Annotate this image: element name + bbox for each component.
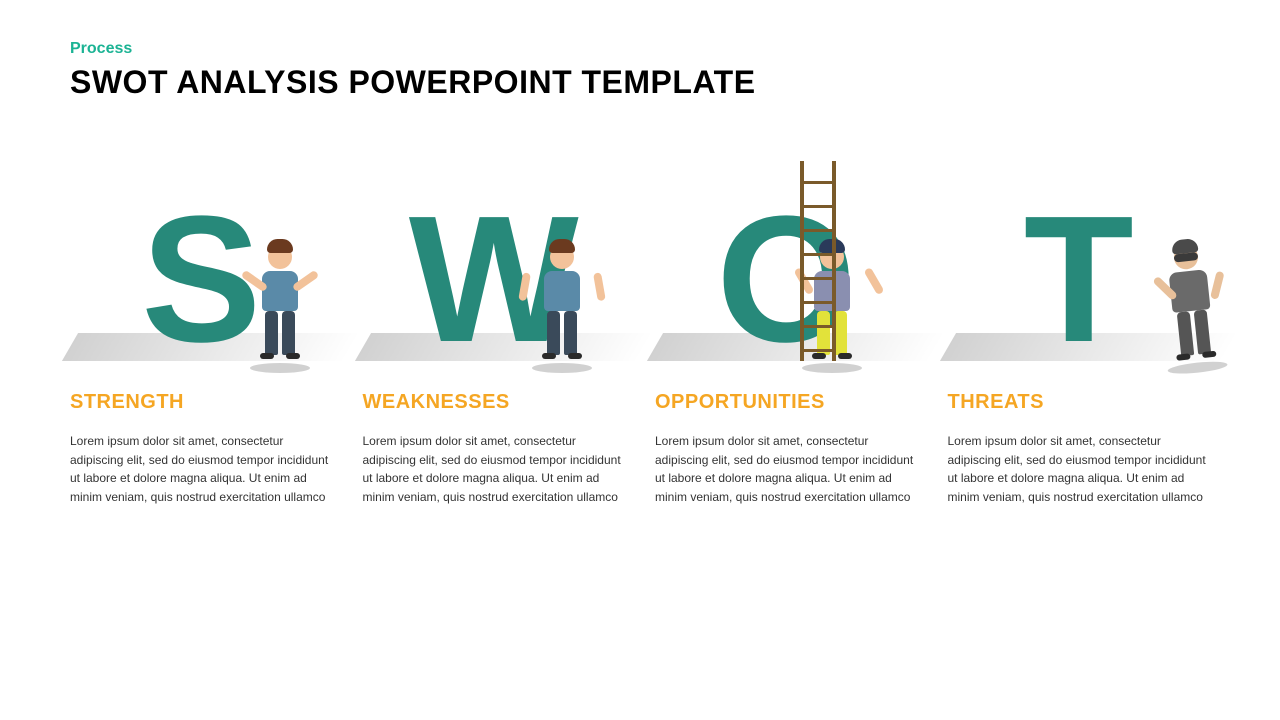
big-letter-s: S (141, 199, 261, 361)
swot-column-threats: T THREATS Lorem ipsum dolor sit amet, co… (948, 161, 1211, 506)
page-title: SWOT ANALYSIS POWERPOINT TEMPLATE (70, 64, 1210, 101)
swot-column-weaknesses: W WEAKNESSES Lorem ipsum dolor sit amet,… (363, 161, 626, 506)
letter-area-t: T (948, 161, 1211, 361)
ladder-icon (800, 161, 836, 361)
person-strong-icon (245, 245, 315, 365)
person-weak-icon (527, 245, 597, 365)
big-letter-t: T (1024, 199, 1134, 361)
section-title-opportunities: OPPORTUNITIES (655, 391, 918, 414)
section-title-threats: THREATS (948, 391, 1211, 414)
section-title-weaknesses: WEAKNESSES (363, 391, 626, 414)
section-body-strength: Lorem ipsum dolor sit amet, consectetur … (70, 432, 333, 506)
category-label: Process (70, 40, 1210, 58)
swot-column-opportunities: O OPPORTUNITIES Lorem ipsum do (655, 161, 918, 506)
section-body-threats: Lorem ipsum dolor sit amet, consectetur … (948, 432, 1211, 506)
section-title-strength: STRENGTH (70, 391, 333, 414)
swot-grid: S STRENGTH Lorem ipsum dolor sit amet, c… (70, 161, 1210, 506)
section-body-weaknesses: Lorem ipsum dolor sit amet, consectetur … (363, 432, 626, 506)
letter-area-w: W (363, 161, 626, 361)
swot-column-strength: S STRENGTH Lorem ipsum dolor sit amet, c… (70, 161, 333, 506)
letter-area-s: S (70, 161, 333, 361)
letter-area-o: O (655, 161, 918, 361)
section-body-opportunities: Lorem ipsum dolor sit amet, consectetur … (655, 432, 918, 506)
person-thief-icon (1146, 245, 1216, 365)
